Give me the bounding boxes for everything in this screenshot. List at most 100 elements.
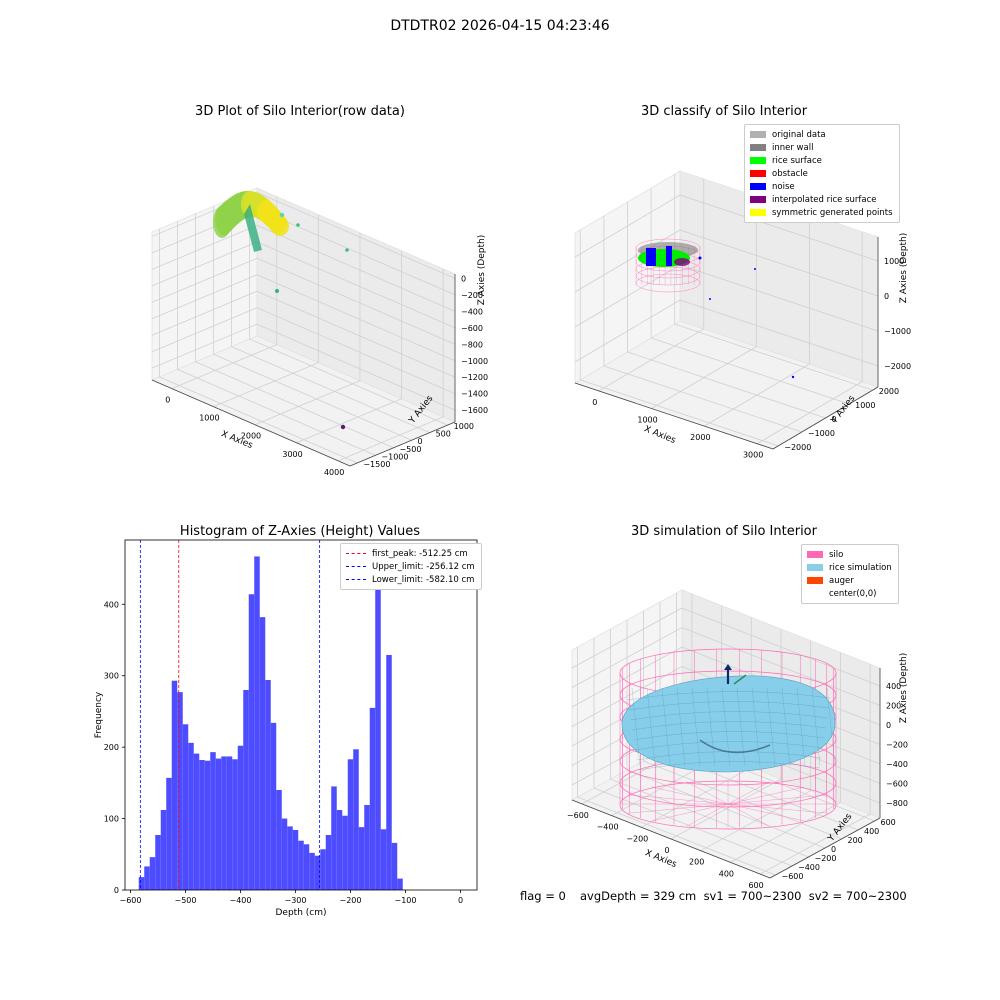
histogram-bar (182, 724, 189, 890)
grid-line (256, 225, 456, 312)
histogram-bar (221, 756, 227, 890)
y-tick-label: 0 (832, 415, 837, 424)
grid-line (256, 257, 456, 345)
grid-line (256, 290, 456, 378)
y-tick-label: −1000 (381, 452, 408, 461)
silo-floor-spoke (727, 786, 805, 805)
x-tick-label: 3000 (743, 451, 763, 460)
y-tick-label: 1000 (454, 422, 474, 431)
legend-item-rice-surface: rice surface (750, 154, 893, 167)
silo-floor-spoke (628, 794, 729, 805)
grid-line (574, 299, 681, 363)
histogram-bar (397, 878, 403, 890)
grid-line (593, 787, 793, 867)
grid-line (151, 307, 258, 353)
y-tick-label: −400 (798, 863, 820, 872)
grid-line (643, 760, 842, 840)
classify-3d-axes: 0 1000 2000 3000 2000 1000 0 −1000 −2000 1000 0 −10… (574, 170, 911, 460)
histogram-bar (254, 556, 260, 890)
histogram-bar (166, 777, 172, 890)
histogram-bar (353, 749, 359, 890)
z-tick-label: −600 (886, 780, 908, 789)
y-tick-label: 400 (864, 827, 879, 836)
legend-label: obstacle (772, 168, 808, 179)
legend-label: auger (829, 575, 854, 586)
grid-line (296, 398, 402, 444)
noise-point (791, 375, 795, 379)
x-tick-label: −600 (567, 811, 589, 820)
y-tick-label: −1500 (363, 460, 390, 469)
x-tick-label: 400 (719, 869, 734, 878)
grid-line (626, 769, 826, 849)
histogram-bar (364, 805, 370, 890)
z-tick-label: 0 (461, 274, 466, 283)
histogram-bar (232, 759, 238, 890)
noise-cluster (666, 246, 672, 266)
silo-floor-spoke (686, 781, 729, 805)
histogram-bar (193, 753, 200, 890)
grid-line (213, 362, 319, 408)
x-tick-label: −100 (395, 896, 417, 905)
y-tick-label: 600 (881, 818, 896, 827)
histogram-bar (149, 857, 156, 890)
y-tick-label: 500 (436, 430, 451, 439)
x-tick-label: −200 (340, 896, 362, 905)
histogram-bar (287, 826, 293, 890)
y-axis-label: Frequency (94, 691, 104, 738)
histogram-bar (314, 855, 321, 890)
histogram-bar (155, 835, 161, 890)
mesh-line (766, 687, 776, 767)
histogram-bar (237, 745, 244, 890)
z-tick-label: 1000 (884, 257, 904, 266)
grid-line (159, 376, 358, 464)
histogram-bar (276, 790, 282, 890)
histogram-bar (358, 827, 365, 890)
grid-line (574, 194, 681, 258)
y-tick-label: −500 (399, 445, 421, 454)
auger-arm (733, 674, 747, 685)
legend-label: inner wall (772, 142, 814, 153)
histogram-bar (248, 594, 255, 890)
legend-swatch (807, 577, 823, 584)
histogram-bar (270, 722, 277, 890)
y-tick-label: 0 (418, 437, 423, 446)
histogram-bar (342, 815, 348, 890)
silo-floor-spoke (651, 803, 729, 822)
grid-line (256, 274, 456, 362)
raw-plot-title: 3D Plot of Silo Interior(row data) (195, 104, 405, 119)
axis-line (349, 421, 456, 467)
histogram-bar (177, 692, 183, 890)
histogram-bar (292, 830, 299, 890)
y-tick-label: 100 (104, 815, 119, 824)
mesh-line (736, 687, 746, 767)
z-tick-label: −600 (461, 324, 483, 333)
axis-line (571, 799, 771, 879)
x-tick-label: −400 (597, 823, 619, 832)
y-tick-label: 400 (104, 600, 119, 609)
legend-swatch (750, 144, 766, 151)
data-point (345, 248, 349, 252)
histogram-title: Histogram of Z-Axies (Height) Values (179, 524, 421, 539)
grid-line (151, 225, 258, 270)
z-tick-label: −800 (461, 340, 483, 349)
x-tick-label: 0 (458, 896, 463, 905)
x-tick-label: 1000 (199, 414, 219, 423)
legend-label: Upper_limit: -256.12 cm (372, 561, 475, 572)
histogram-bar (259, 617, 266, 890)
raw-point-cloud (213, 190, 349, 430)
grid-line (171, 344, 277, 389)
histogram-bar (243, 690, 249, 890)
legend-swatch (807, 564, 823, 571)
grid-line (571, 646, 683, 708)
z-tick-label: −400 (461, 307, 483, 316)
x-tick-label: −200 (626, 834, 648, 843)
histogram-bar (171, 680, 178, 890)
mesh-line (721, 687, 731, 767)
legend-item-upper-limit: Upper_limit: -256.12 cm (346, 560, 475, 573)
x-tick-label: 0 (592, 398, 597, 407)
grid-line (256, 323, 456, 411)
silo-floor-spoke (727, 794, 828, 805)
x-tick-label: 4000 (324, 468, 344, 477)
legend-item-lower-limit: Lower_limit: -582.10 cm (346, 573, 475, 586)
legend-swatch (750, 131, 766, 138)
